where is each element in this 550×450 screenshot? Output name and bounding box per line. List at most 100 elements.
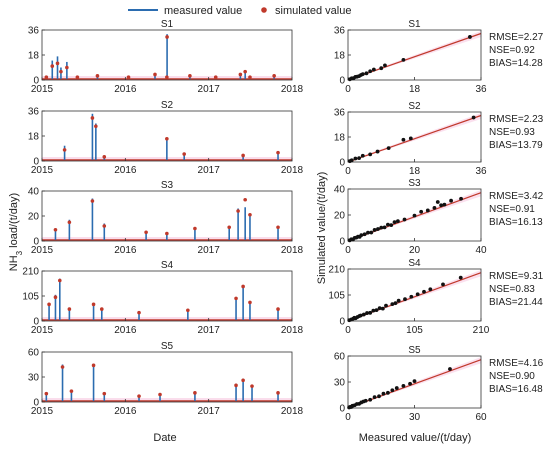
sc-xtick-label: 60: [475, 412, 487, 423]
sc-xtick-label: 18: [409, 166, 421, 177]
scatter-point: [409, 294, 414, 299]
stat-label: RMSE=3.42: [489, 191, 544, 202]
right-xlabel: Measured value/(t/day): [359, 432, 472, 444]
scatter-S1: S1 0 18 36 0 18 36 RMSE=2.27 NSE=0.92 BIAS=14.28: [334, 19, 544, 95]
simulated-point: [248, 300, 252, 305]
simulated-point: [102, 155, 107, 159]
scatter-point: [381, 391, 386, 396]
ts-title: S5: [161, 341, 174, 352]
simulated-point: [241, 153, 245, 158]
ts-xtick-label: 2017: [198, 406, 221, 417]
scatter-point: [386, 390, 390, 395]
stat-label: BIAS=13.79: [489, 140, 543, 151]
sc-xtick-label: 36: [475, 166, 487, 177]
scatter-point: [419, 209, 424, 214]
scatter-point: [401, 384, 406, 388]
scatter-point: [379, 66, 384, 71]
ts-xtick-label: 2015: [31, 245, 54, 256]
stat-label: RMSE=2.27: [489, 32, 544, 43]
legend-simulated-swatch: [261, 7, 267, 13]
scatter-point: [368, 69, 373, 74]
scatter-S5: S5 0 30 60 0 30 60 RMSE=4.16 NSE=0.90 BIAS=16.48: [334, 345, 544, 423]
simulated-point: [241, 284, 245, 289]
ts-ytick-label: 30: [28, 373, 40, 384]
sc-ytick-label: 60: [334, 352, 346, 363]
simulated-point: [276, 225, 280, 230]
ts-xtick-label: 2015: [31, 84, 54, 95]
scatter-point: [468, 35, 472, 39]
sc-ytick-label: 36: [334, 26, 346, 37]
simulated-point: [193, 391, 197, 395]
simulated-point: [213, 75, 218, 80]
scatter-point: [435, 200, 440, 204]
scatter-point: [439, 203, 443, 208]
simulated-point: [248, 75, 252, 80]
ts-ytick-label: 105: [22, 292, 39, 303]
ts-xtick-label: 2017: [198, 165, 221, 176]
scatter-point: [361, 312, 366, 317]
simulated-point: [276, 307, 280, 311]
sc-xtick-label: 0: [345, 245, 351, 256]
scatter-point: [386, 146, 391, 151]
ts-xtick-label: 2017: [198, 245, 221, 256]
timeseries-S1: S1 0 18 36 2015 2016 2017 2018: [28, 19, 304, 95]
sc-ytick-label: 0: [339, 237, 345, 248]
ts-xtick-label: 2018: [281, 245, 304, 256]
simulated-point: [95, 74, 100, 78]
scatter-S4: S4 0 105 210 0 105 210 RMSE=9.31 NSE=0.83 BIAS=21…: [328, 258, 543, 336]
simulated-point: [50, 64, 55, 68]
ts-xtick-label: 2016: [114, 165, 137, 176]
simulated-point: [241, 378, 245, 383]
simulated-point: [137, 310, 141, 315]
stat-label: RMSE=4.16: [489, 358, 544, 369]
simulated-point: [90, 116, 95, 120]
simulated-point: [102, 391, 107, 396]
scatter-point: [408, 136, 413, 141]
simulated-point: [69, 389, 74, 393]
stat-label: RMSE=2.23: [489, 114, 544, 125]
simulated-point: [47, 302, 51, 307]
simulated-point: [182, 152, 186, 156]
scatter-point: [396, 298, 401, 303]
scatter-point: [368, 152, 373, 157]
simulated-point: [234, 296, 238, 301]
scatter-point: [379, 225, 384, 230]
scatter-point: [386, 222, 390, 227]
scatter-point: [428, 287, 433, 292]
simulated-point: [272, 74, 276, 78]
simulated-point: [137, 394, 141, 398]
simulated-point: [99, 307, 104, 311]
sc-xtick-label: 210: [473, 325, 490, 336]
ts-ytick-label: 0: [33, 157, 39, 168]
stat-label: BIAS=16.48: [489, 384, 543, 395]
simulated-point: [55, 61, 60, 66]
sc-title: S5: [408, 345, 421, 356]
scatter-point: [375, 149, 380, 154]
scatter-point: [368, 397, 373, 402]
scatter-point: [363, 398, 368, 403]
simulated-point: [67, 307, 72, 311]
timeseries-S5: S5 0 30 60 2015 2016 2017 2018: [28, 341, 304, 417]
sc-ytick-label: 0: [339, 158, 345, 169]
simulated-point: [91, 363, 96, 368]
simulated-point: [60, 365, 65, 369]
ts-title: S3: [161, 180, 174, 191]
scatter-point: [448, 367, 452, 371]
scatter-point: [422, 289, 426, 294]
scatter-point: [392, 220, 397, 225]
stat-label: BIAS=16.13: [489, 217, 543, 228]
scatter-point: [371, 308, 376, 313]
scatter-point: [415, 292, 420, 297]
scatter-point: [360, 72, 365, 77]
ts-title: S2: [161, 100, 174, 111]
simulated-point: [236, 209, 240, 213]
scatter-point: [377, 306, 382, 311]
simulated-point: [90, 199, 95, 203]
simulated-point: [53, 295, 58, 299]
stat-label: NSE=0.91: [489, 204, 535, 215]
timeseries-panels: S1 0 18 36 2015 2016 2017 2018 S2 0 18 36 2015 2016 20…: [22, 19, 303, 417]
simulated-point: [165, 75, 169, 80]
stat-label: RMSE=9.31: [489, 271, 544, 282]
scatter-point: [458, 275, 463, 280]
